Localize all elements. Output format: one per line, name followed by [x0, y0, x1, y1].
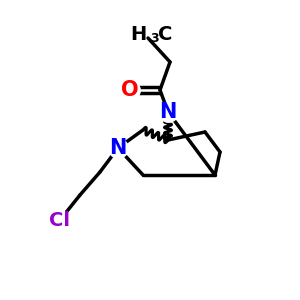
Text: N: N	[159, 102, 177, 122]
Text: N: N	[109, 138, 127, 158]
Text: 3: 3	[150, 32, 159, 46]
Text: Cl: Cl	[50, 211, 70, 230]
Text: H: H	[130, 26, 146, 44]
Text: O: O	[121, 80, 139, 100]
Text: C: C	[158, 26, 172, 44]
